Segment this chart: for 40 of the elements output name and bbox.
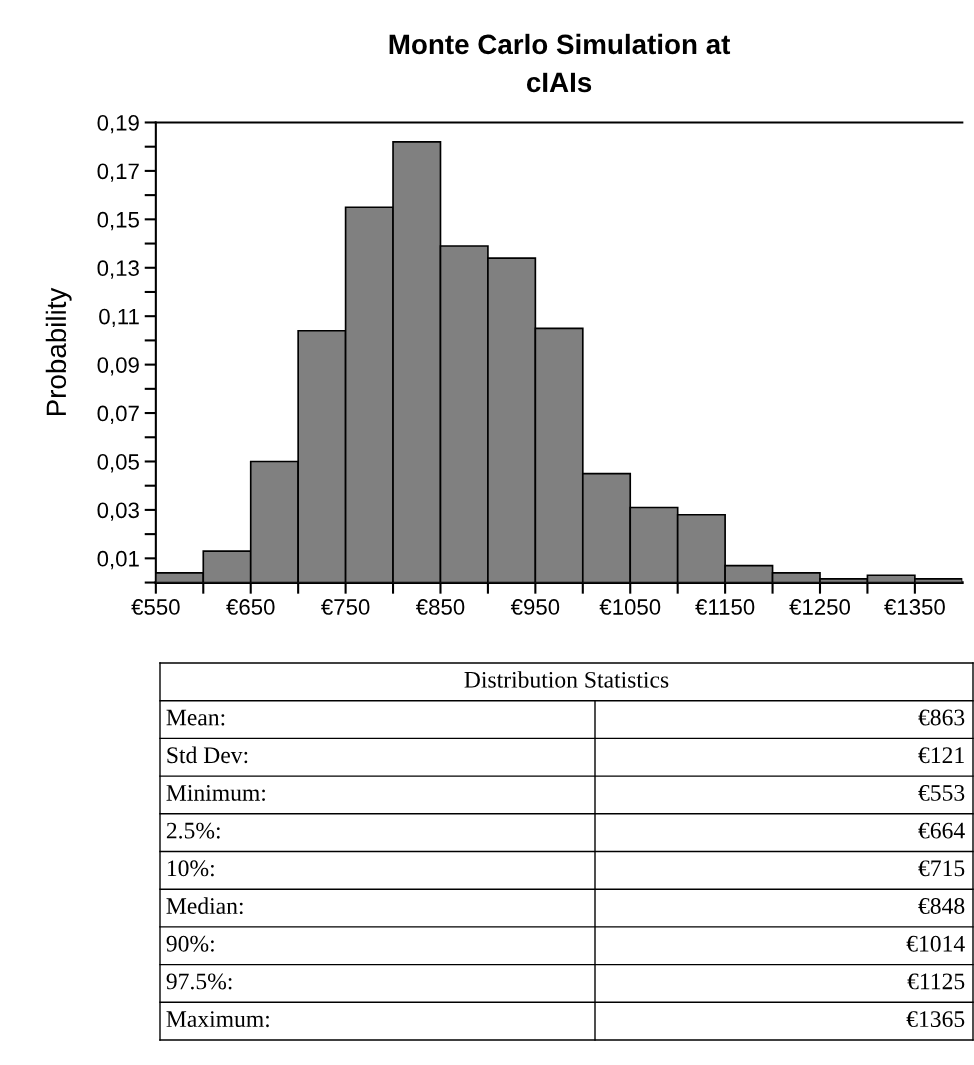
text: €1125	[907, 973, 965, 990]
x-tick-label: €550	[131, 599, 180, 615]
text: Mean:	[166, 709, 225, 726]
text: €664	[918, 822, 965, 839]
x-tick-label: €1250	[789, 599, 851, 615]
text: €553	[918, 784, 965, 801]
x-tick-label: €1350	[884, 599, 945, 615]
x-tick-label: €850	[415, 599, 465, 615]
text: Distribution Statistics	[464, 671, 669, 688]
chart-title: Monte Carlo Simulation at cIAIs	[389, 33, 731, 93]
x-tick-label: €950	[510, 599, 560, 615]
x-tick-label: €750	[321, 599, 370, 615]
x-tick-label: €1150	[695, 599, 755, 615]
x-tick-label: €650	[226, 599, 275, 615]
text: Maximum:	[166, 1011, 269, 1028]
text: 90%:	[166, 935, 214, 952]
text: €121	[918, 747, 964, 764]
y-tick-label: 0,15	[97, 211, 139, 231]
text: €848	[918, 898, 965, 914]
y-axis-title: Probability	[45, 287, 72, 416]
text: 2.5%:	[166, 822, 220, 839]
y-tick-label: 0,03	[97, 502, 139, 521]
text: Minimum:	[166, 784, 265, 801]
y-tick-label: 0,11	[99, 308, 139, 328]
text: €715	[918, 860, 965, 877]
y-tick-label: 0,13	[97, 260, 139, 279]
text: €1014	[906, 935, 965, 952]
text: Median:	[166, 897, 243, 915]
text: 97.5%:	[166, 973, 232, 990]
y-tick-label: 0,17	[97, 163, 139, 182]
text: €1365	[906, 1011, 965, 1028]
y-tick-label: 0,07	[97, 405, 139, 424]
y-tick-label: 0,01	[97, 550, 139, 570]
x-tick-label: €1050	[599, 599, 661, 615]
text: Std Dev:	[167, 746, 248, 764]
y-tick-label: 0,09	[97, 357, 139, 376]
text: 10%:	[167, 860, 214, 877]
text: €863	[918, 709, 965, 726]
y-tick-label: 0,05	[97, 454, 139, 473]
y-tick-label: 0,19	[97, 115, 139, 134]
